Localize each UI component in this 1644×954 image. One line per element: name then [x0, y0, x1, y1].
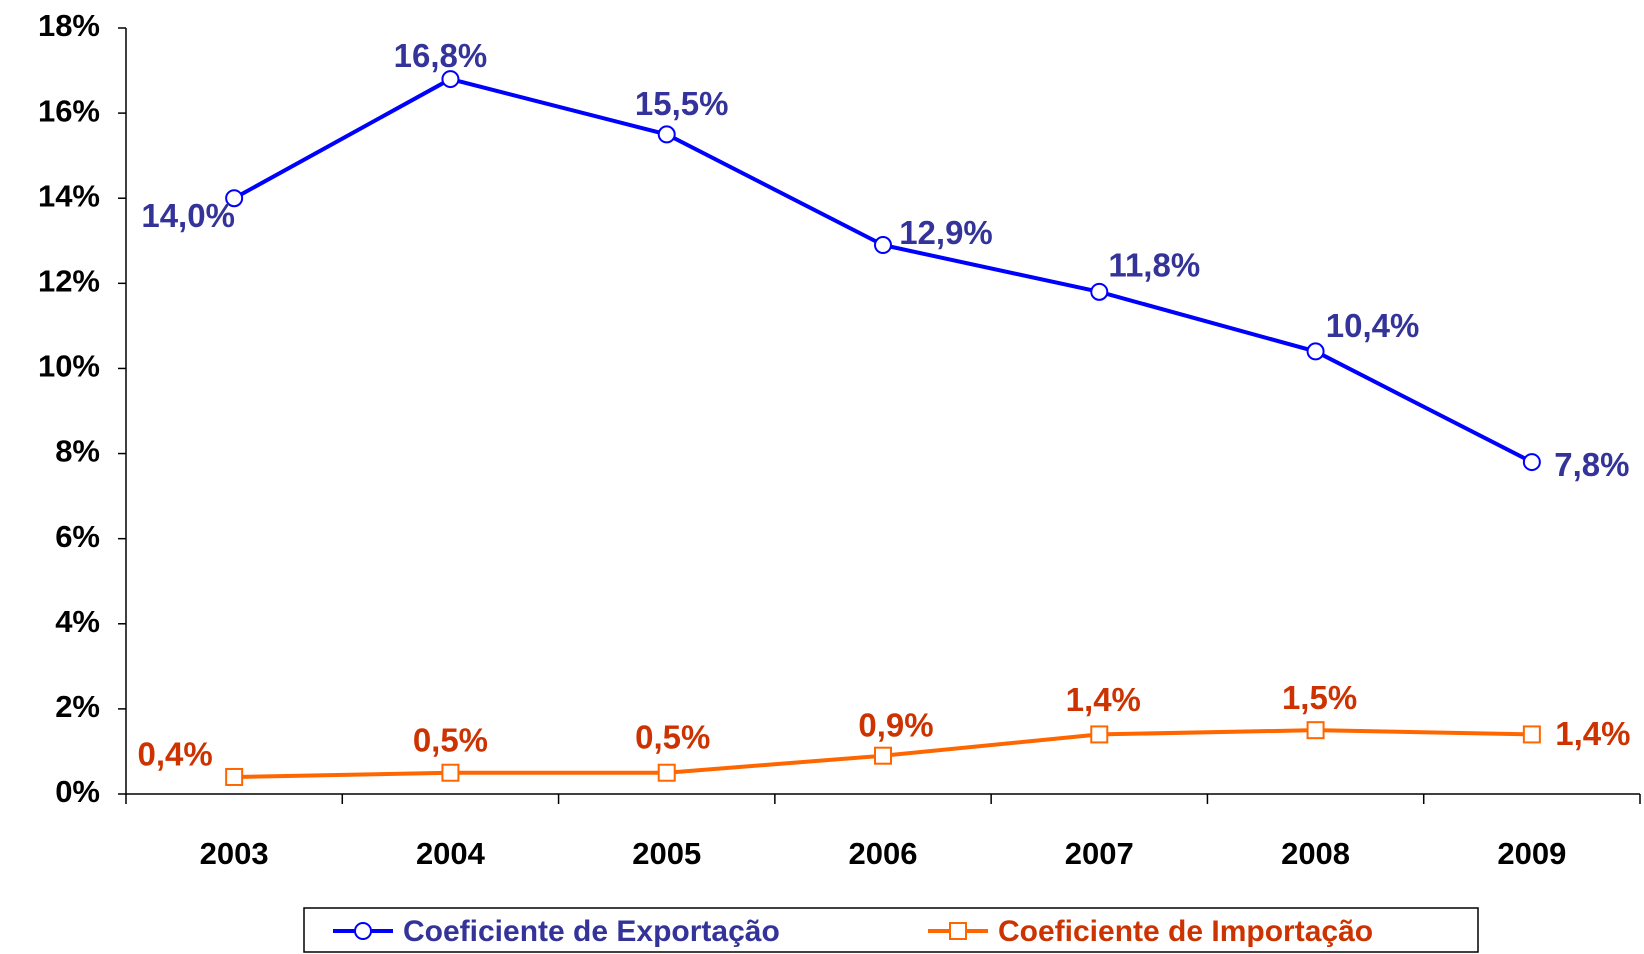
data-label: 15,5%	[635, 85, 729, 122]
marker	[657, 763, 676, 782]
marker	[441, 763, 460, 782]
legend-label: Coeficiente de Importação	[998, 915, 1373, 948]
y-tick-label: 10%	[38, 349, 100, 384]
marker	[1306, 721, 1325, 740]
marker	[1522, 725, 1541, 744]
y-tick-label: 6%	[55, 519, 100, 554]
x-tick-label: 2004	[416, 836, 486, 871]
x-tick-label: 2007	[1065, 836, 1134, 871]
data-label: 0,5%	[413, 721, 488, 758]
marker	[874, 236, 892, 255]
legend-marker	[949, 922, 967, 940]
y-tick-label: 16%	[38, 93, 100, 128]
legend-label: Coeficiente de Exportação	[403, 915, 780, 948]
series-line	[233, 76, 1533, 464]
data-label: 1,4%	[1555, 715, 1630, 752]
marker	[874, 746, 892, 765]
legend-marker	[354, 922, 372, 940]
marker	[225, 189, 244, 208]
data-label: 7,8%	[1554, 446, 1629, 483]
y-tick-label: 18%	[38, 8, 100, 43]
x-tick-label: 2006	[849, 836, 918, 871]
data-label: 1,4%	[1066, 681, 1141, 718]
data-label: 10,4%	[1326, 307, 1420, 344]
data-label: 0,9%	[858, 706, 933, 743]
x-tick-label: 2008	[1281, 836, 1350, 871]
y-tick-label: 2%	[55, 689, 100, 724]
y-tick-label: 12%	[38, 264, 100, 299]
y-tick-label: 14%	[38, 178, 100, 213]
marker	[1522, 453, 1541, 472]
marker	[441, 70, 460, 89]
data-label: 0,4%	[138, 736, 213, 773]
x-tick-label: 2005	[632, 836, 701, 871]
legend-box	[303, 907, 1479, 953]
data-label: 0,5%	[635, 718, 710, 755]
data-label: 1,5%	[1282, 679, 1357, 716]
y-tick-label: 4%	[55, 604, 100, 639]
marker	[225, 767, 244, 786]
data-label: 11,8%	[1108, 247, 1200, 284]
x-tick-label: 2003	[200, 836, 269, 871]
marker	[1090, 282, 1109, 301]
x-tick-label: 2009	[1497, 836, 1566, 871]
marker	[1090, 725, 1109, 744]
y-tick-label: 0%	[55, 774, 100, 809]
data-label: 16,8%	[394, 37, 488, 74]
data-label: 12,9%	[899, 214, 993, 251]
y-tick-label: 8%	[55, 434, 100, 469]
marker	[657, 125, 676, 144]
marker	[1306, 342, 1325, 361]
data-label: 14,0%	[141, 197, 235, 234]
